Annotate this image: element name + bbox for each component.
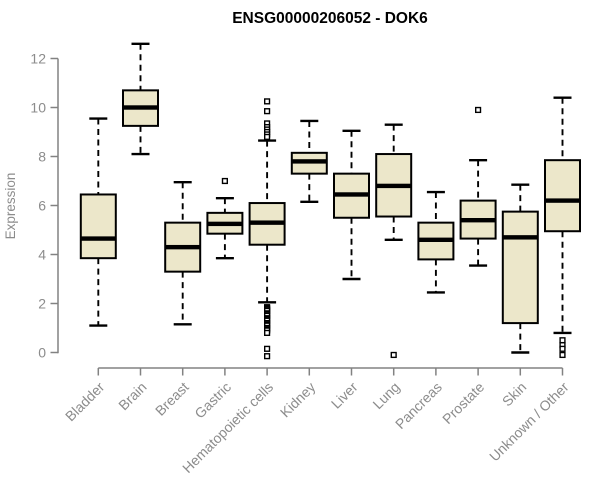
x-tick-label: Breast	[152, 379, 192, 419]
box-bladder	[79, 117, 117, 327]
median-line	[123, 105, 158, 110]
outlier-point	[264, 108, 271, 115]
box-brain	[122, 42, 159, 156]
median-line	[418, 237, 454, 242]
x-tick-label: Skin	[499, 379, 530, 410]
iqr-box	[544, 159, 581, 233]
y-tick-label: 0	[38, 345, 46, 361]
box-hematopoietic-cells	[248, 98, 286, 360]
x-tick-label: Lung	[369, 379, 402, 412]
outlier-point	[264, 133, 271, 141]
box-breast	[164, 181, 202, 326]
outlier-point	[264, 329, 271, 337]
y-tick-label: 8	[38, 149, 46, 165]
median-line	[545, 198, 580, 203]
box-prostate	[459, 106, 497, 267]
median-line	[334, 192, 369, 197]
box-unknown-other	[544, 96, 581, 359]
box-lung	[375, 123, 413, 359]
outlier-point	[559, 337, 566, 344]
median-line	[80, 236, 116, 241]
median-line	[291, 159, 327, 164]
median-line	[165, 244, 201, 250]
iqr-box	[79, 193, 117, 260]
y-tick-label: 10	[30, 100, 46, 116]
y-tick-label: 4	[38, 247, 46, 263]
median-line	[502, 235, 538, 240]
y-tick-label: 6	[38, 198, 46, 214]
outlier-point	[390, 351, 397, 359]
x-tick-label: Brain	[115, 379, 149, 413]
median-line	[207, 221, 243, 227]
x-tick-label: Kidney	[277, 379, 319, 421]
box-pancreas	[417, 190, 455, 294]
box-liver	[333, 129, 370, 281]
box-gastric	[206, 177, 244, 260]
outlier-point	[264, 345, 271, 352]
median-line	[376, 183, 412, 189]
median-line	[460, 218, 496, 223]
median-line	[249, 220, 285, 225]
x-tick-label: Pancreas	[392, 379, 445, 432]
y-tick-label: 2	[38, 296, 46, 312]
outlier-point	[264, 353, 271, 360]
iqr-box	[501, 210, 539, 325]
x-tick-label: Unknown / Other	[486, 379, 572, 465]
chart-title: ENSG00000206052 - DOK6	[232, 10, 428, 27]
x-tick-label: Bladder	[62, 379, 108, 425]
y-axis-title: Expression	[3, 173, 18, 240]
outlier-point	[475, 106, 482, 114]
x-tick-label: Prostate	[439, 379, 487, 427]
outlier-point	[559, 345, 566, 352]
outlier-point	[559, 351, 566, 359]
box-skin	[501, 183, 539, 354]
y-tick-label: 12	[30, 51, 46, 67]
x-tick-label: Liver	[328, 379, 361, 412]
outlier-point	[264, 98, 271, 105]
outlier-point	[221, 177, 229, 185]
box-kidney	[290, 119, 328, 204]
box-series	[79, 42, 581, 360]
